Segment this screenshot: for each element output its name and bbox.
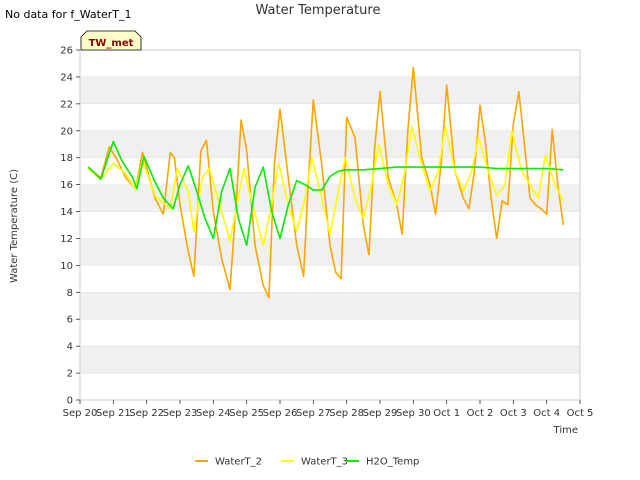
site-badge-label: TW_met	[89, 38, 134, 49]
plot-frame	[79, 49, 581, 401]
x-tick-label: Sep 29	[363, 408, 398, 419]
x-tick-label: Sep 20	[63, 408, 98, 419]
legend-item-h2o-temp: H2O_Temp	[346, 457, 419, 468]
y-tick-label: 6	[67, 315, 73, 326]
y-tick-label: 22	[60, 99, 73, 110]
y-tick-label: 8	[67, 288, 73, 299]
x-tick-label: Oct 2	[467, 408, 494, 419]
x-tick-label: Sep 30	[396, 408, 431, 419]
x-tick-label: Sep 21	[96, 408, 131, 419]
site-badge-shape	[80, 30, 142, 51]
x-axis-label: Time	[553, 425, 578, 436]
legend-label: WaterT_3	[301, 457, 348, 468]
y-axis-label: Water Temperature (C)	[9, 169, 20, 283]
series-lines	[87, 66, 565, 299]
x-tick-label: Sep 26	[263, 408, 298, 419]
y-tick-label: 26	[60, 46, 73, 57]
chart-title: Water Temperature	[256, 3, 381, 18]
grid-band	[80, 76, 580, 104]
grid-band	[80, 346, 580, 374]
x-tick-label: Sep 27	[296, 408, 331, 419]
x-tick-label: Oct 5	[567, 408, 594, 419]
y-tick-label: 18	[60, 153, 73, 164]
grid-band	[80, 292, 580, 320]
y-tick-label: 16	[60, 180, 73, 191]
x-tick-label: Sep 22	[129, 408, 164, 419]
x-tick-label: Sep 25	[229, 408, 264, 419]
legend-item-watert-3: WaterT_3	[281, 457, 348, 468]
y-tick-label: 14	[60, 207, 73, 218]
legend-item-watert-2: WaterT_2	[195, 457, 262, 468]
y-tick-label: 24	[60, 72, 73, 83]
series-line-h2o-temp	[87, 140, 564, 246]
series-line-watert-2	[87, 66, 565, 299]
x-tick-label: Sep 23	[163, 408, 198, 419]
y-tick-label: 10	[60, 261, 73, 272]
y-tick-label: 20	[60, 126, 73, 137]
grid-band	[80, 130, 580, 158]
series-line-watert-3	[87, 125, 565, 246]
plot-background-bands	[80, 49, 580, 401]
x-tick-label: Sep 28	[329, 408, 364, 419]
x-tick-label: Oct 1	[433, 408, 460, 419]
y-tick-label: 4	[67, 342, 73, 353]
y-tick-label: 12	[60, 234, 73, 245]
y-tick-label: 0	[67, 396, 73, 407]
x-tick-label: Oct 4	[533, 408, 560, 419]
legend-label: WaterT_2	[215, 457, 262, 468]
x-tick-label: Sep 24	[196, 408, 231, 419]
legend-label: H2O_Temp	[366, 457, 419, 468]
no-data-note: No data for f_WaterT_1	[5, 8, 132, 21]
x-tick-label: Oct 3	[500, 408, 527, 419]
y-tick-label: 2	[67, 369, 73, 380]
legend: WaterT_2 WaterT_3 H2O_Temp	[195, 457, 419, 468]
site-badge: TW_met	[80, 30, 142, 51]
